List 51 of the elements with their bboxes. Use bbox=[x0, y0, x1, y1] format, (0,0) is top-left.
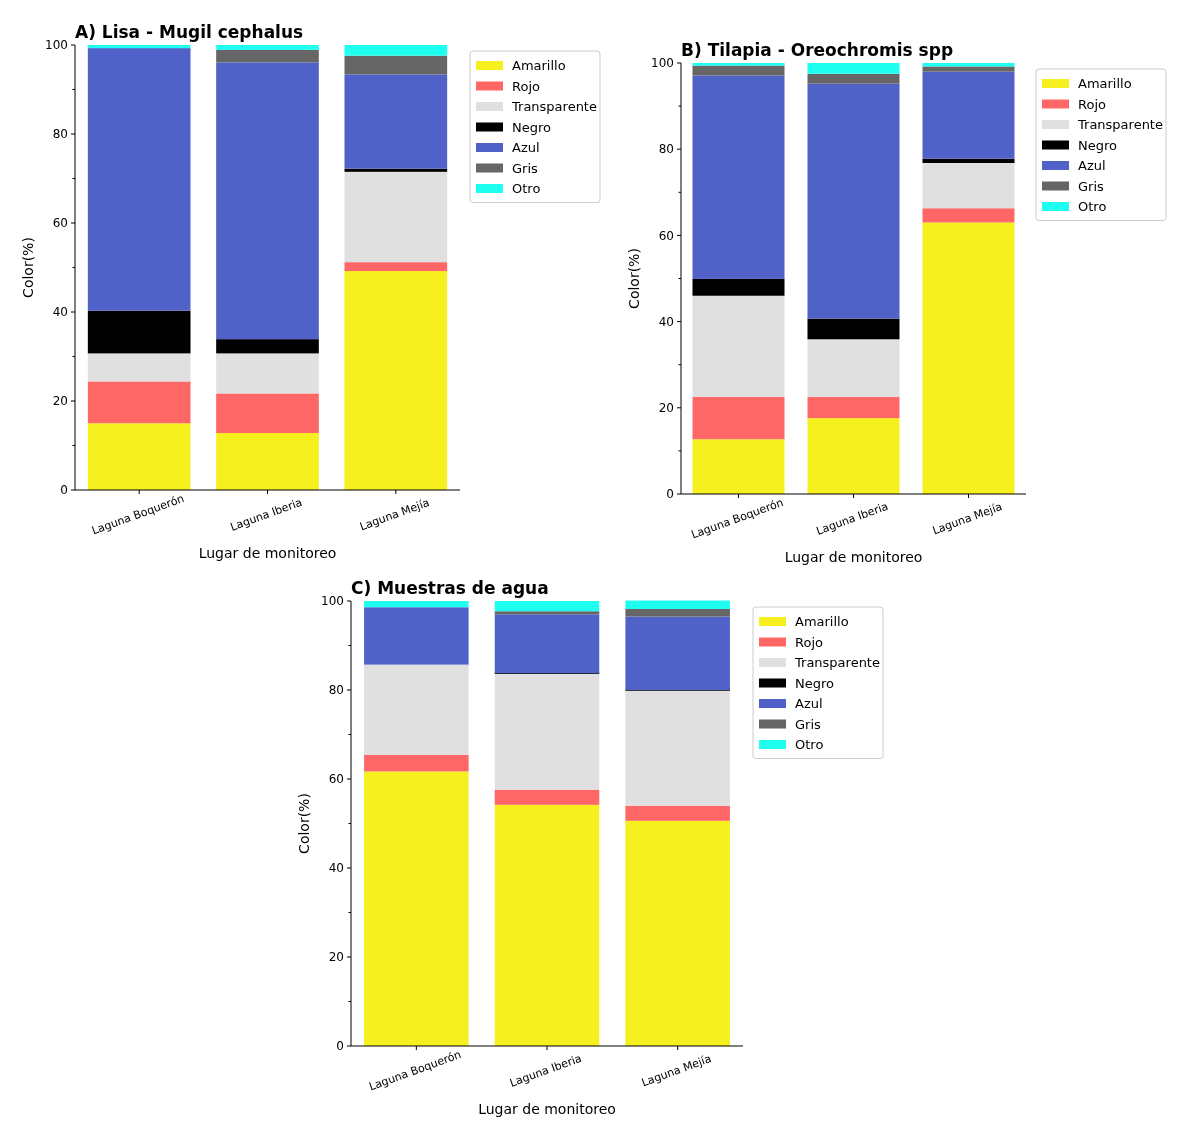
x-tick-label: Laguna Mejía bbox=[930, 500, 1004, 538]
y-tick-label: 20 bbox=[658, 401, 674, 415]
y-axis-title: Color(%) bbox=[296, 793, 312, 854]
chart-title: C) Muestras de agua bbox=[351, 578, 549, 598]
y-tick-label: 100 bbox=[45, 38, 68, 53]
x-tick-label: Laguna Mejía bbox=[639, 1052, 714, 1090]
legend-label: Azul bbox=[795, 696, 823, 711]
y-tick-label: 100 bbox=[651, 56, 674, 71]
x-axis-title: Lugar de monitoreo bbox=[478, 1101, 616, 1117]
y-tick-label: 40 bbox=[328, 861, 344, 876]
legend-label: Gris bbox=[512, 160, 539, 176]
y-tick-label: 0 bbox=[60, 483, 68, 498]
y-tick-label: 80 bbox=[328, 683, 344, 698]
legend-label: Negro bbox=[512, 119, 552, 135]
y-tick-label: 80 bbox=[658, 142, 674, 157]
legend-label: Transparente bbox=[511, 99, 597, 114]
legend-label: Azul bbox=[512, 140, 540, 155]
x-axis-title: Lugar de monitoreo bbox=[784, 549, 923, 565]
y-tick-label: 60 bbox=[658, 228, 674, 243]
legend-label: Amarillo bbox=[1078, 76, 1132, 91]
legend-label: Rojo bbox=[1078, 96, 1107, 112]
legend-label: Transparente bbox=[794, 655, 880, 670]
legend-label: Negro bbox=[1078, 137, 1118, 153]
y-tick-label: 20 bbox=[328, 950, 344, 965]
legend-label: Gris bbox=[1078, 178, 1105, 194]
legend-label: Azul bbox=[1078, 158, 1106, 173]
y-tick-label: 0 bbox=[336, 1039, 344, 1054]
y-tick-label: 100 bbox=[321, 594, 344, 609]
legend-label: Rojo bbox=[795, 634, 824, 650]
legend-label: Amarillo bbox=[512, 58, 566, 73]
y-axis-title: Color(%) bbox=[626, 248, 642, 309]
y-axis-title: Color(%) bbox=[20, 237, 36, 298]
y-tick-label: 20 bbox=[52, 394, 68, 409]
legend-label: Transparente bbox=[1077, 117, 1163, 132]
chart-title: A) Lisa - Mugil cephalus bbox=[75, 22, 304, 42]
legend-label: Otro bbox=[795, 737, 824, 752]
y-tick-label: 60 bbox=[328, 772, 344, 787]
y-tick-label: 0 bbox=[666, 487, 674, 502]
legend-label: Amarillo bbox=[795, 614, 849, 629]
chart-title: B) Tilapia - Oreochromis spp bbox=[681, 40, 954, 60]
y-tick-label: 40 bbox=[52, 305, 68, 320]
legend-label: Negro bbox=[795, 675, 835, 691]
x-tick-label: Laguna Mejía bbox=[358, 496, 432, 534]
legend-label: Rojo bbox=[512, 78, 541, 94]
legend-label: Gris bbox=[795, 716, 822, 732]
legend-label: Otro bbox=[1078, 199, 1107, 214]
x-axis-title: Lugar de monitoreo bbox=[198, 545, 337, 561]
y-tick-label: 80 bbox=[52, 127, 68, 142]
y-tick-label: 40 bbox=[658, 314, 674, 329]
legend-label: Otro bbox=[512, 181, 541, 196]
y-tick-label: 60 bbox=[52, 216, 68, 231]
